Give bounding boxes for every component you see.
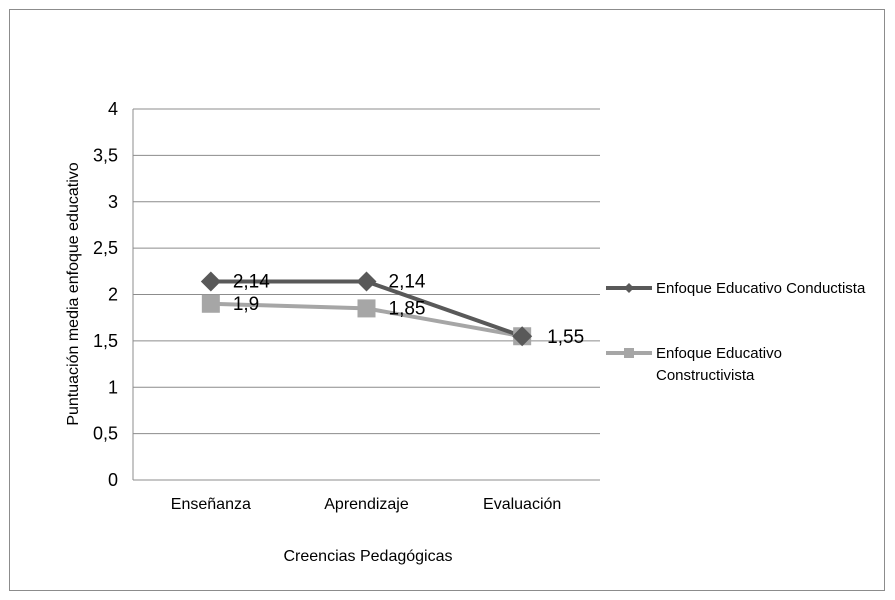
data-point-square: [201, 294, 220, 313]
x-tick-label: Evaluación: [483, 496, 561, 513]
data-label: 1,55: [547, 327, 584, 348]
x-tick-label: Enseñanza: [171, 496, 251, 513]
legend-label: Enfoque Educativo Conductista: [656, 280, 866, 297]
y-tick-label: 4: [108, 99, 118, 119]
chart-frame: [9, 9, 885, 591]
y-tick-label: 3: [108, 192, 118, 212]
data-label: 2,14: [233, 272, 270, 293]
data-label: 2,14: [389, 272, 426, 293]
y-tick-label: 1: [108, 377, 118, 397]
y-tick-label: 0: [108, 470, 118, 490]
x-tick-label: Aprendizaje: [324, 496, 409, 513]
data-point-square: [624, 348, 634, 358]
y-axis-title: Puntuación media enfoque educativo: [65, 162, 82, 425]
legend-label: Enfoque Educativo: [656, 345, 782, 362]
data-label: 1,9: [233, 294, 259, 315]
data-label: 1,85: [389, 298, 426, 319]
data-point-diamond: [356, 271, 377, 292]
y-tick-label: 1,5: [93, 331, 118, 351]
y-tick-label: 0,5: [93, 424, 118, 444]
data-point-diamond: [624, 283, 634, 293]
y-tick-label: 3,5: [93, 145, 118, 165]
legend-label: Constructivista: [656, 367, 755, 384]
y-tick-label: 2: [108, 285, 118, 305]
data-point-diamond: [512, 326, 533, 347]
x-axis-title: Creencias Pedagógicas: [284, 548, 453, 565]
data-point-square: [357, 299, 376, 318]
data-point-diamond: [200, 271, 221, 292]
y-tick-label: 2,5: [93, 238, 118, 258]
